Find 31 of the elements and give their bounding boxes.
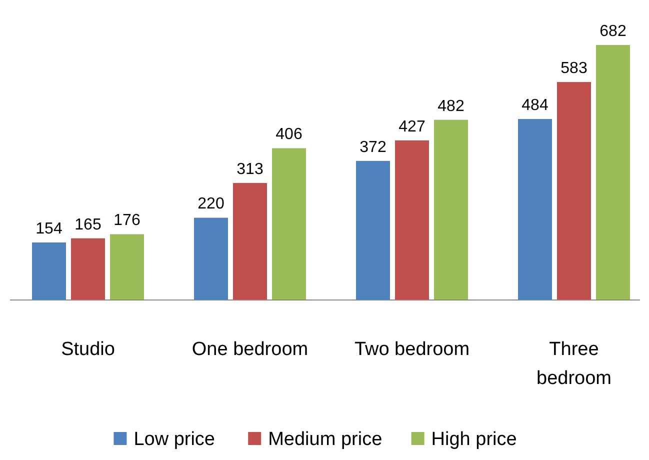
data-label: 176 [114, 212, 140, 230]
data-label: 406 [276, 126, 302, 144]
data-label: 682 [600, 23, 626, 40]
legend-label: High price [431, 429, 517, 450]
bar [71, 238, 105, 300]
data-label: 482 [438, 98, 464, 115]
x-tick-label: One bedroom [192, 339, 308, 360]
data-label: 313 [236, 160, 264, 178]
x-tick-label: Three bedroom [536, 339, 612, 389]
bar [557, 82, 591, 300]
data-label: 220 [198, 196, 224, 213]
data-label: 583 [560, 60, 588, 78]
bar [233, 182, 267, 300]
data-label: 154 [36, 220, 62, 238]
bar [596, 45, 630, 300]
legend-label: Medium price [268, 429, 382, 450]
legend-label: Low price [134, 429, 216, 450]
x-tick-label: Studio [61, 339, 115, 360]
bar [32, 242, 66, 300]
x-tick-label: Two bedroom [354, 339, 470, 360]
data-label: 484 [522, 97, 548, 114]
bar [194, 218, 228, 300]
data-label: 427 [398, 118, 426, 136]
bar [110, 234, 144, 300]
bar [518, 119, 552, 300]
data-label: 165 [74, 216, 102, 234]
bar [395, 140, 429, 300]
bar [434, 120, 468, 300]
data-label: 372 [360, 138, 386, 156]
bar [356, 160, 390, 300]
bar [272, 148, 306, 300]
